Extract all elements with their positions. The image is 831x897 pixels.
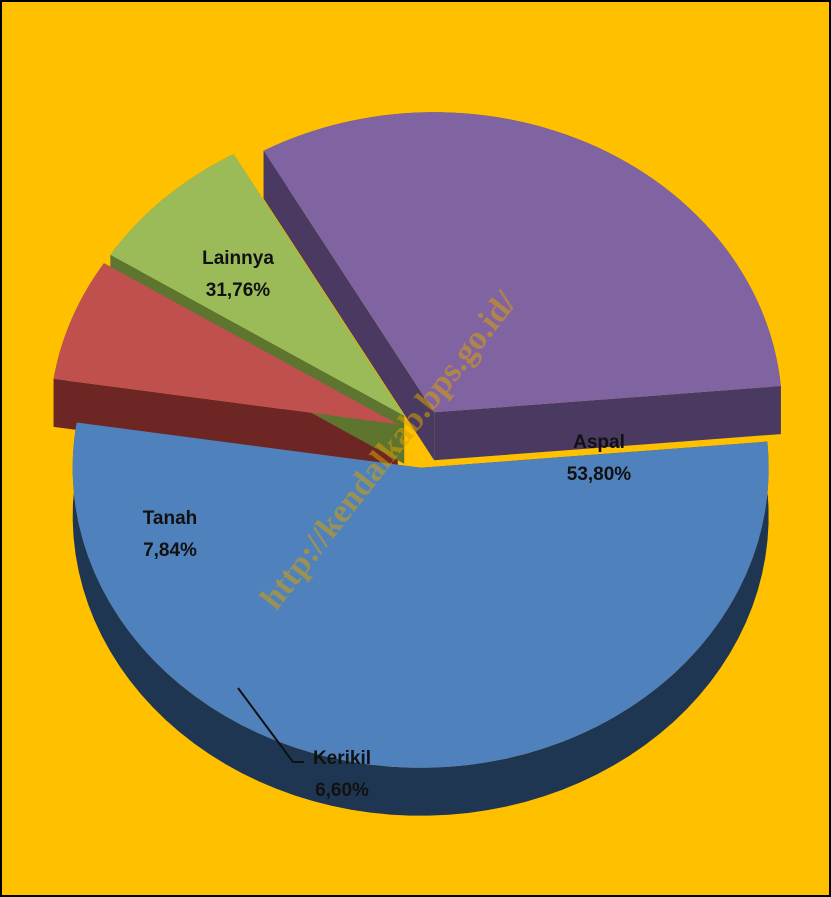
slice-face-kerikil-0 xyxy=(53,378,398,473)
slice-label-category-aspal: Aspal xyxy=(573,432,625,453)
slice-tanah xyxy=(110,154,405,416)
slice-label-value-lainnya: 31,76% xyxy=(206,280,271,301)
slice-label-value-kerikil: 6,60% xyxy=(315,780,369,801)
slice-label-category-tanah: Tanah xyxy=(143,508,198,529)
slice-face-lainnya-0 xyxy=(263,150,435,461)
slice-label-value-aspal: 53,80% xyxy=(567,464,632,485)
leader-lines xyxy=(237,687,304,763)
slice-label-value-tanah: 7,84% xyxy=(143,540,197,561)
slice-tops xyxy=(53,112,781,768)
slice-labels: Aspal 53,80% Kerikil 6,60% Tanah 7,84% Lainnya… xyxy=(143,248,632,801)
slice-label-category-kerikil: Kerikil xyxy=(313,748,371,769)
slice-label-category-lainnya: Lainnya xyxy=(202,248,274,269)
leader-line-kerikil xyxy=(237,687,304,763)
slice-kerikil xyxy=(53,263,398,425)
slice-lainnya xyxy=(263,112,781,413)
slice-aspal xyxy=(72,422,769,768)
slice-face-lainnya-1 xyxy=(434,386,781,461)
